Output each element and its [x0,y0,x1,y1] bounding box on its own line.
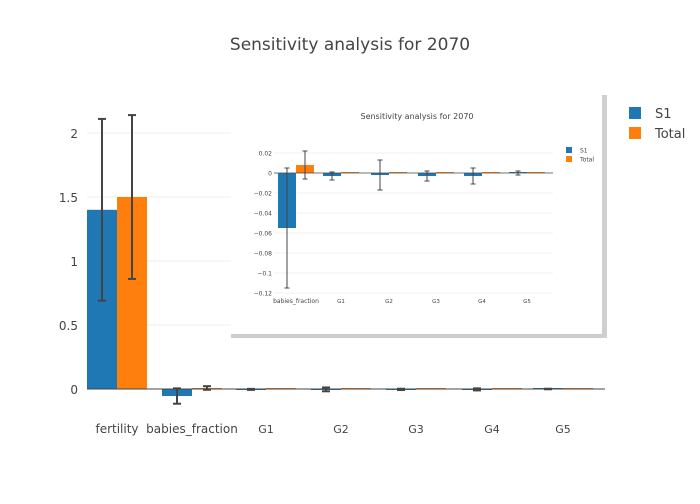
legend-swatch-s1 [629,107,641,119]
chart-title: Sensitivity analysis for 2070 [230,35,470,55]
y-tick-label: 0 [70,383,78,397]
inset-x-tick-label: G4 [478,299,486,305]
inset-y-tick-label: −0.12 [254,291,273,298]
inset-y-tick-label: −0.1 [257,271,272,278]
inset-bar-total-g5 [527,172,545,173]
x-tick-label: G5 [555,423,571,436]
x-tick-label: fertility [95,422,138,436]
inset-bar-total-g4 [482,172,500,173]
x-tick-label: G3 [408,423,424,436]
inset-legend-swatch-total [566,156,572,162]
inset-legend-label-s1: S1 [580,148,588,155]
inset-y-tick-label: 0 [268,171,272,178]
y-tick-label: 0.5 [59,319,78,333]
inset-bar-total-g3 [436,172,454,173]
inset-legend-swatch-s1 [566,147,572,153]
y-tick-label: 1.5 [59,191,78,205]
inset-y-tick-label: 0.02 [259,151,273,158]
legend-swatch-total [629,127,641,139]
x-tick-label: G2 [333,423,349,436]
y-tick-label: 1 [70,255,78,269]
x-tick-label: G4 [484,423,500,436]
y-tick-label: 2 [70,127,78,141]
legend-label-s1: S1 [655,107,672,122]
x-tick-label: babies_fraction [146,422,238,436]
inset-y-tick-label: −0.02 [254,191,273,198]
x-tick-label: G1 [258,423,274,436]
inset-title: Sensitivity analysis for 2070 [360,112,473,121]
inset-y-tick-label: −0.06 [254,231,273,238]
inset-bar-total-g2 [389,172,407,173]
inset-x-tick-label: G5 [523,299,531,305]
inset-legend-label-total: Total [579,157,594,164]
inset-x-tick-label: babies_fraction [273,298,319,305]
legend-label-total: Total [654,127,685,142]
inset-x-tick-label: G1 [337,299,345,305]
inset-x-tick-label: G2 [385,299,393,305]
inset-bar-total-g1 [341,172,359,173]
inset-x-tick-label: G3 [432,299,440,305]
inset-y-tick-label: −0.04 [254,211,273,218]
inset-y-tick-label: −0.08 [254,251,273,258]
